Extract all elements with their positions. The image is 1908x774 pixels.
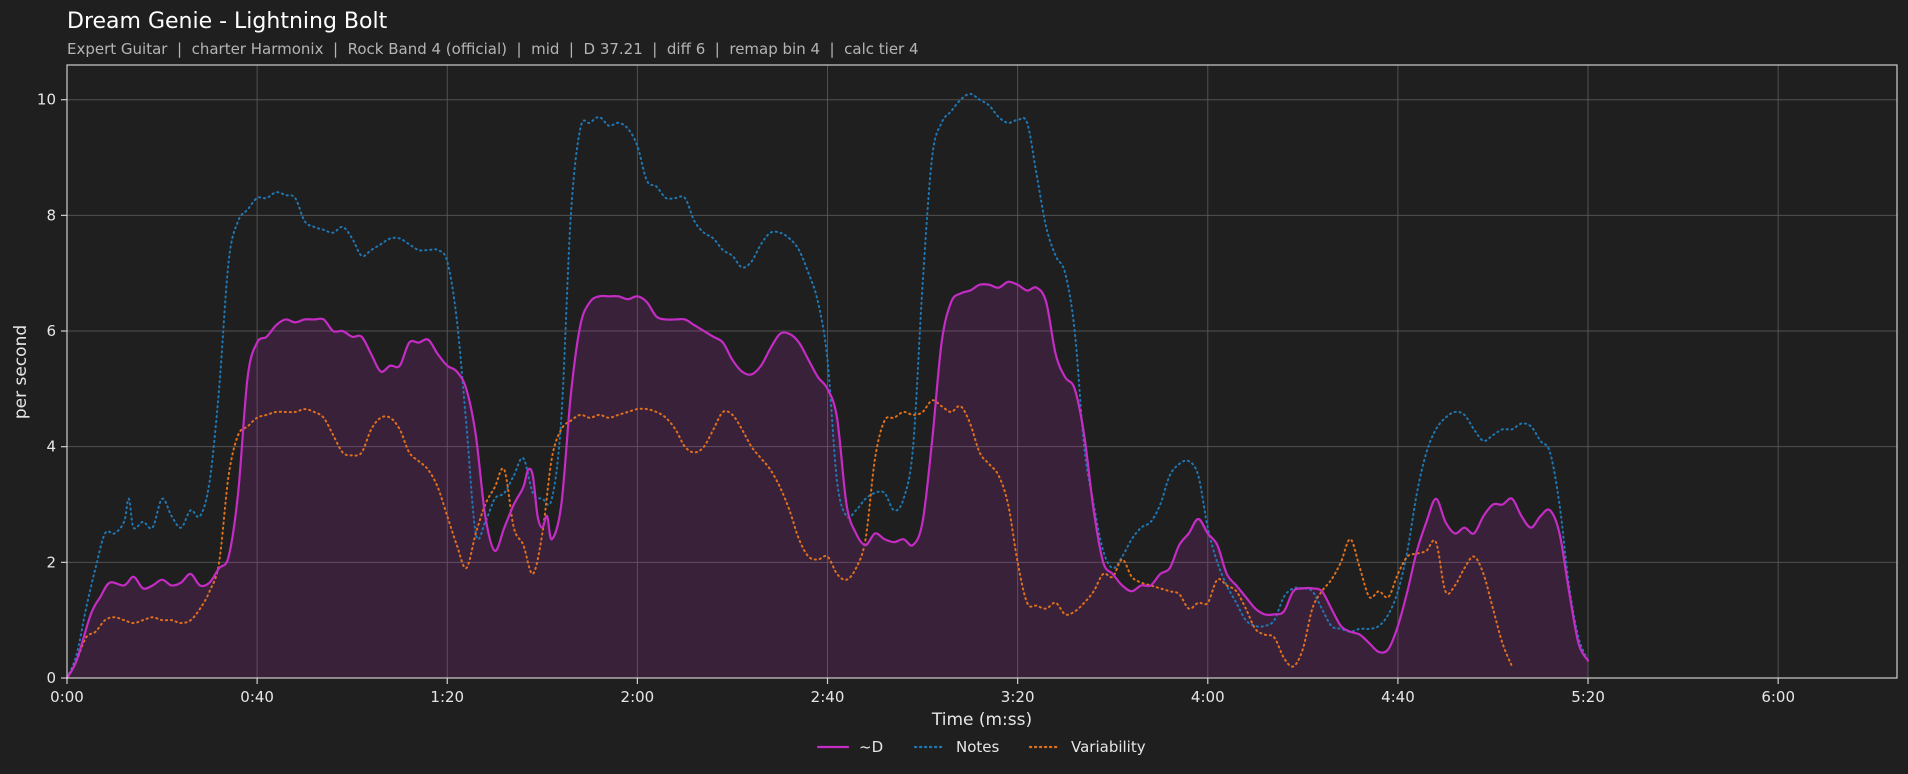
series-fill-0: [67, 281, 1589, 678]
x-tick-label: 3:20: [1001, 688, 1035, 706]
legend-label-0: ~D: [859, 738, 883, 756]
y-axis-label: per second: [11, 325, 31, 419]
series-line-1: [66, 92, 1590, 679]
y-tick-label: 4: [46, 438, 56, 456]
y-tick-label: 0: [46, 669, 56, 687]
chart-title: Dream Genie - Lightning Bolt: [67, 9, 388, 34]
x-tick-label: 0:40: [240, 688, 274, 706]
y-tick-label: 6: [46, 322, 56, 340]
x-tick-label: 0:00: [50, 688, 84, 706]
x-tick-label: 4:40: [1381, 688, 1415, 706]
x-tick-label: 5:20: [1571, 688, 1605, 706]
chart-subtitle: Expert Guitar | charter Harmonix | Rock …: [67, 40, 919, 58]
legend-label-2: Variability: [1071, 738, 1146, 756]
series-line-0: [65, 280, 1590, 680]
x-tick-label: 2:00: [621, 688, 655, 706]
legend: ~D Notes Variability: [816, 738, 1146, 756]
y-tick-label: 2: [46, 553, 56, 571]
x-axis-label: Time (m:ss): [931, 710, 1032, 730]
series-line-2: [66, 399, 1513, 679]
y-tick-label: 10: [37, 91, 56, 109]
legend-label-1: Notes: [956, 738, 1000, 756]
x-tick-label: 4:00: [1191, 688, 1225, 706]
plot-frame: [66, 64, 1898, 679]
x-tick-label: 1:20: [430, 688, 464, 706]
series-lines: [65, 92, 1590, 680]
series-fills: [67, 281, 1589, 678]
y-tick-label: 8: [46, 206, 56, 224]
x-tick-label: 2:40: [811, 688, 845, 706]
axis-ticks: 0 2 4 6 8 10 0:00 0:40 1:20 2:00 2:40 3:20 4:00 4:40 5…: [37, 91, 1795, 706]
x-tick-label: 6:00: [1761, 688, 1795, 706]
